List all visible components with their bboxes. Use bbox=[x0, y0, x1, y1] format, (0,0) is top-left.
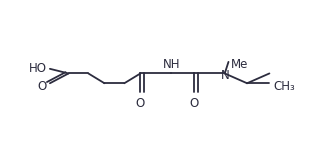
Text: HO: HO bbox=[29, 62, 47, 75]
Text: NH: NH bbox=[163, 58, 180, 70]
Text: Me: Me bbox=[231, 58, 248, 71]
Text: O: O bbox=[136, 97, 145, 110]
Text: O: O bbox=[189, 97, 198, 110]
Text: O: O bbox=[38, 80, 47, 93]
Text: CH₃: CH₃ bbox=[273, 80, 295, 93]
Text: N: N bbox=[220, 69, 229, 82]
